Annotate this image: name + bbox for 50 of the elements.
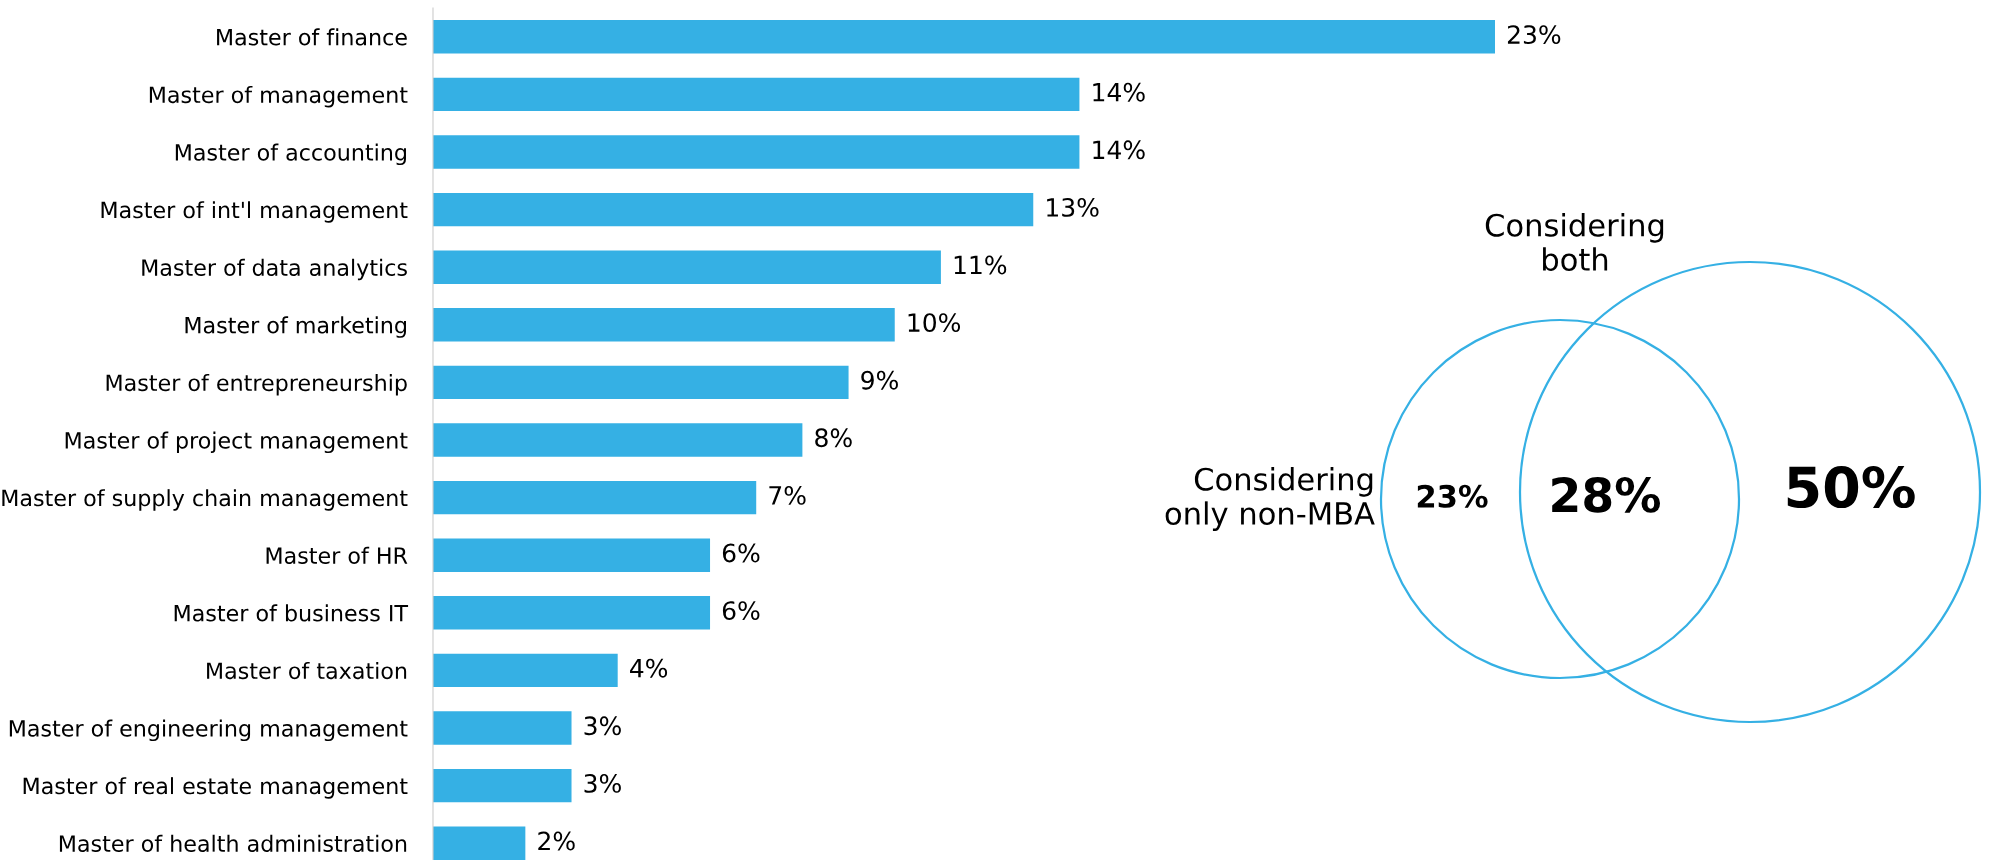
data-label: 3% — [584, 716, 621, 736]
y-tick-label: Master of data analytics — [142, 258, 407, 281]
bar — [433, 308, 895, 342]
y-tick-label: Master of project management — [65, 431, 408, 454]
annotation: Considering both — [1485, 213, 1664, 271]
annotation: 23% — [1417, 484, 1488, 508]
bar — [433, 192, 1034, 227]
y-tick-label: Master of supply chain management — [2, 489, 408, 511]
data-label: 8% — [815, 428, 852, 448]
data-label: 9% — [861, 370, 898, 390]
bar — [433, 596, 711, 630]
data-label: 6% — [722, 543, 760, 563]
y-tick-label: Master of marketing — [185, 316, 406, 338]
bar — [433, 538, 711, 572]
bar — [433, 653, 618, 688]
y-tick-label: Master of business IT — [174, 604, 409, 622]
bar — [433, 423, 803, 457]
y-tick-label: Master of HR — [266, 546, 408, 564]
data-label: 10% — [908, 313, 961, 333]
bar — [433, 135, 1080, 169]
data-label: 4% — [630, 658, 668, 678]
bar — [433, 480, 757, 515]
bar — [433, 20, 1495, 54]
y-tick-label: Master of finance — [217, 28, 407, 46]
data-label: 14% — [1093, 82, 1145, 102]
bar — [433, 365, 849, 400]
annotation: Considering only non-MBA — [1165, 467, 1375, 531]
data-label: 13% — [1047, 197, 1099, 217]
y-tick-label: Master of taxation — [207, 661, 407, 680]
bar — [433, 768, 572, 803]
data-label: 6% — [722, 601, 760, 621]
data-label: 2% — [538, 831, 575, 851]
y-tick-label: Master of real estate management — [23, 777, 408, 799]
data-label: 11% — [954, 255, 1007, 275]
y-tick-label: Master of management — [149, 85, 408, 108]
bar — [433, 826, 526, 860]
text: 28% — [1552, 476, 1661, 513]
y-tick-label: Master of entrepreneurship — [106, 373, 407, 396]
bar — [433, 711, 572, 745]
data-label: 14% — [1093, 140, 1145, 160]
bar — [433, 250, 941, 284]
bar — [433, 77, 1080, 112]
y-tick-label: Master of int'l management — [101, 201, 408, 223]
y-tick-label: Master of accounting — [175, 143, 406, 166]
data-label: 23% — [1507, 25, 1561, 45]
y-tick-label: Master of health administration — [59, 834, 407, 852]
text: 50% — [1787, 466, 1915, 509]
y-tick-label: Master of engineering management — [9, 719, 408, 742]
data-label: 3% — [584, 773, 621, 793]
data-label: 7% — [769, 485, 806, 505]
